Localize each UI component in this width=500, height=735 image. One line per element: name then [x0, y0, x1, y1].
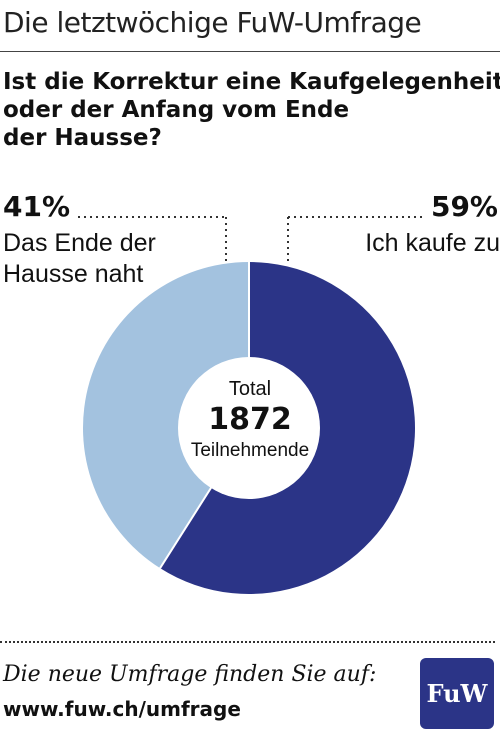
slice-percent-kaufe: 59%: [430, 190, 498, 223]
header-divider: [0, 51, 500, 52]
fuw-logo: FuW: [420, 658, 494, 729]
question-line-2: oder der Anfang vom Ende: [3, 97, 350, 123]
question-line-1: Ist die Korrektur eine Kaufgelegenheit: [3, 69, 500, 95]
slice-label-ende: Das Ende der Hausse naht: [3, 229, 156, 288]
total-label: Total: [228, 378, 272, 400]
question-line-3: der Hausse?: [3, 125, 162, 151]
total-unit: Teilnehmende: [190, 440, 310, 461]
slice-percent-ende: 41%: [3, 190, 71, 223]
footer-text: Die neue Umfrage finden Sie auf:: [3, 662, 377, 687]
page-title: Die letztwöchige FuW-Umfrage: [3, 6, 422, 39]
slice-label-kaufe: Ich kaufe zu: [365, 229, 500, 257]
total-count: 1872: [208, 402, 292, 437]
footer-divider: [0, 641, 495, 643]
survey-question: Ist die Korrektur eine Kaufgelegenheit o…: [3, 68, 500, 152]
leader-lines: [78, 216, 425, 262]
donut-hole: [178, 357, 320, 499]
survey-link[interactable]: www.fuw.ch/umfrage: [3, 697, 241, 721]
